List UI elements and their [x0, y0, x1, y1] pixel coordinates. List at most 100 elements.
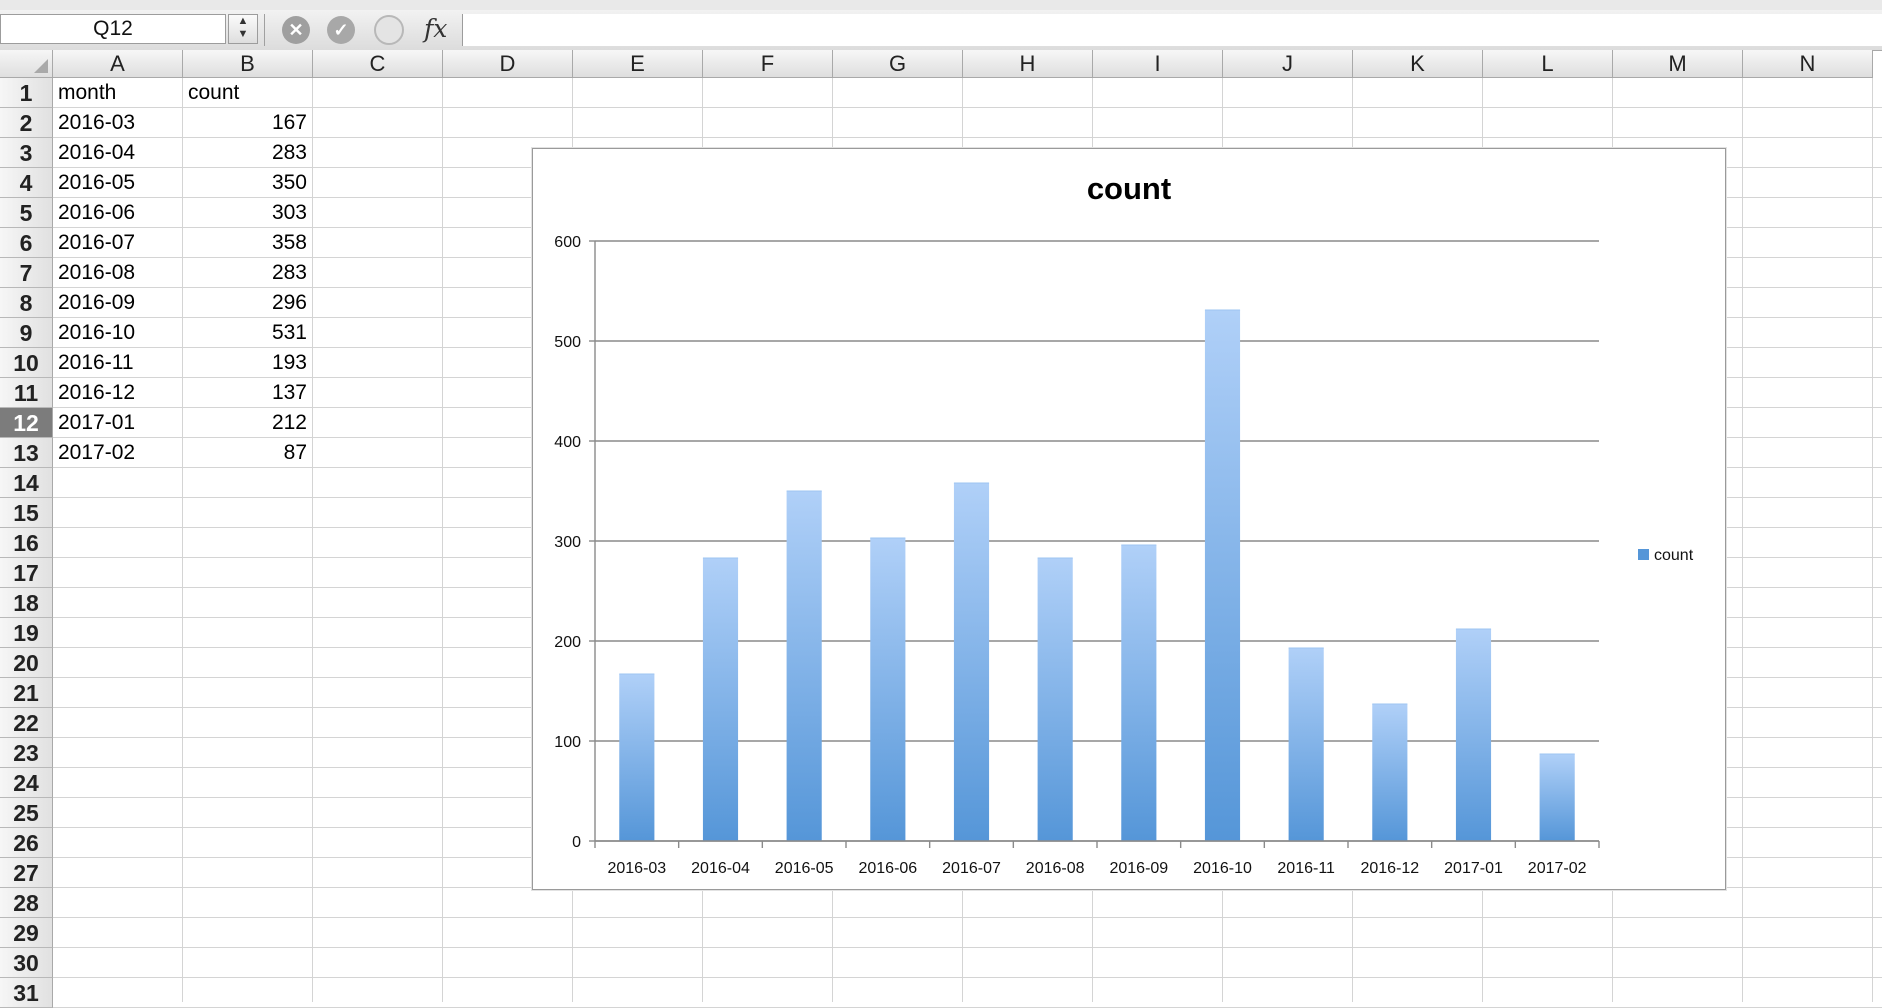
- cell-month[interactable]: 2016-04: [58, 141, 136, 164]
- column-header-e[interactable]: E: [573, 50, 703, 78]
- row-header-23[interactable]: 23: [0, 738, 53, 768]
- chevron-down-icon[interactable]: ▼: [237, 28, 249, 40]
- column-header-d[interactable]: D: [443, 50, 573, 78]
- cancel-icon[interactable]: ✕: [282, 16, 310, 44]
- row-header-17[interactable]: 17: [0, 558, 53, 588]
- bar-2016-10: [1204, 310, 1241, 841]
- row-header-26[interactable]: 26: [0, 828, 53, 858]
- row-header-25[interactable]: 25: [0, 798, 53, 828]
- row-header-29[interactable]: 29: [0, 918, 53, 948]
- cell-count[interactable]: 358: [271, 231, 307, 254]
- column-header-g[interactable]: G: [833, 50, 963, 78]
- formula-input[interactable]: [462, 14, 1882, 46]
- row-header-22[interactable]: 22: [0, 708, 53, 738]
- y-tick-label: 600: [554, 234, 581, 251]
- column-header-m[interactable]: M: [1613, 50, 1743, 78]
- column-header-n[interactable]: N: [1743, 50, 1873, 78]
- row-header-19[interactable]: 19: [0, 618, 53, 648]
- column-header-k[interactable]: K: [1353, 50, 1483, 78]
- cell-count[interactable]: 137: [271, 381, 307, 404]
- cell-count[interactable]: 283: [271, 141, 307, 164]
- row-header-7[interactable]: 7: [0, 258, 53, 288]
- cell-b1-header[interactable]: count: [188, 81, 240, 104]
- row-header-18[interactable]: 18: [0, 588, 53, 618]
- column-header-i[interactable]: I: [1093, 50, 1223, 78]
- column-header-a[interactable]: A: [53, 50, 183, 78]
- cell-count[interactable]: 303: [271, 201, 307, 224]
- row-header-15[interactable]: 15: [0, 498, 53, 528]
- x-tick-label: 2016-04: [691, 860, 750, 877]
- column-header-b[interactable]: B: [183, 50, 313, 78]
- cell-month[interactable]: 2017-02: [58, 441, 136, 464]
- cell-month[interactable]: 2016-06: [58, 201, 136, 224]
- row-header-6[interactable]: 6: [0, 228, 53, 258]
- row-header-5[interactable]: 5: [0, 198, 53, 228]
- row-header-11[interactable]: 11: [0, 378, 53, 408]
- y-tick-label: 100: [554, 734, 581, 751]
- row-header-21[interactable]: 21: [0, 678, 53, 708]
- cell-a1-header[interactable]: month: [58, 81, 117, 104]
- row-header-10[interactable]: 10: [0, 348, 53, 378]
- row-header-24[interactable]: 24: [0, 768, 53, 798]
- bar-2016-05: [786, 491, 822, 841]
- cell-month[interactable]: 2016-03: [58, 111, 136, 134]
- row-header-14[interactable]: 14: [0, 468, 53, 498]
- row-header-27[interactable]: 27: [0, 858, 53, 888]
- legend-swatch: [1638, 549, 1649, 560]
- row-header-9[interactable]: 9: [0, 318, 53, 348]
- function-wizard-icon[interactable]: [374, 15, 404, 45]
- enter-icon[interactable]: ✓: [327, 16, 355, 44]
- cell-month[interactable]: 2016-12: [58, 381, 136, 404]
- cell-month[interactable]: 2017-01: [58, 411, 136, 434]
- cell-month[interactable]: 2016-05: [58, 171, 136, 194]
- cell-count[interactable]: 350: [271, 171, 307, 194]
- cell-month[interactable]: 2016-08: [58, 261, 136, 284]
- row-header-20[interactable]: 20: [0, 648, 53, 678]
- bar-2016-11: [1288, 648, 1324, 841]
- column-gridline: [182, 78, 183, 1002]
- cell-count[interactable]: 212: [271, 411, 307, 434]
- column-header-f[interactable]: F: [703, 50, 833, 78]
- name-box-stepper[interactable]: ▲ ▼: [228, 14, 258, 44]
- row-header-1[interactable]: 1: [0, 78, 53, 108]
- cell-month[interactable]: 2016-07: [58, 231, 136, 254]
- row-header-28[interactable]: 28: [0, 888, 53, 918]
- row-header-16[interactable]: 16: [0, 528, 53, 558]
- bar-2016-08: [1037, 558, 1073, 841]
- y-tick-label: 0: [572, 834, 581, 851]
- legend-label: count: [1654, 547, 1694, 564]
- row-header-8[interactable]: 8: [0, 288, 53, 318]
- chevron-up-icon[interactable]: ▲: [237, 15, 249, 27]
- column-header-c[interactable]: C: [313, 50, 443, 78]
- row-header-2[interactable]: 2: [0, 108, 53, 138]
- column-header-j[interactable]: J: [1223, 50, 1353, 78]
- cell-count[interactable]: 296: [271, 291, 307, 314]
- y-tick-label: 400: [554, 434, 581, 451]
- select-all-corner[interactable]: [0, 50, 53, 78]
- row-header-4[interactable]: 4: [0, 168, 53, 198]
- cell-count[interactable]: 167: [271, 111, 307, 134]
- cell-month[interactable]: 2016-11: [58, 351, 134, 374]
- cell-count[interactable]: 531: [271, 321, 307, 344]
- row-header-12[interactable]: 12: [0, 408, 53, 438]
- x-tick-label: 2017-02: [1528, 860, 1587, 877]
- row-header-13[interactable]: 13: [0, 438, 53, 468]
- row-header-3[interactable]: 3: [0, 138, 53, 168]
- fx-icon[interactable]: fx: [424, 14, 448, 43]
- cell-count[interactable]: 193: [271, 351, 307, 374]
- cell-count[interactable]: 283: [271, 261, 307, 284]
- column-header-h[interactable]: H: [963, 50, 1093, 78]
- separator: [264, 14, 265, 46]
- cell-count[interactable]: 87: [283, 441, 307, 464]
- bar-2016-07: [953, 483, 990, 841]
- chart[interactable]: count 0 100 200 300 400 500 600 2016-03 2016-04…: [532, 148, 1726, 890]
- cell-month[interactable]: 2016-10: [58, 321, 136, 344]
- row-header-31[interactable]: 31: [0, 978, 53, 1008]
- name-box[interactable]: Q12: [0, 14, 226, 44]
- bar-2016-09: [1121, 545, 1157, 841]
- row-header-30[interactable]: 30: [0, 948, 53, 978]
- bar-2016-03: [619, 674, 655, 841]
- bar-2016-06: [870, 538, 906, 841]
- cell-month[interactable]: 2016-09: [58, 291, 136, 314]
- column-header-l[interactable]: L: [1483, 50, 1613, 78]
